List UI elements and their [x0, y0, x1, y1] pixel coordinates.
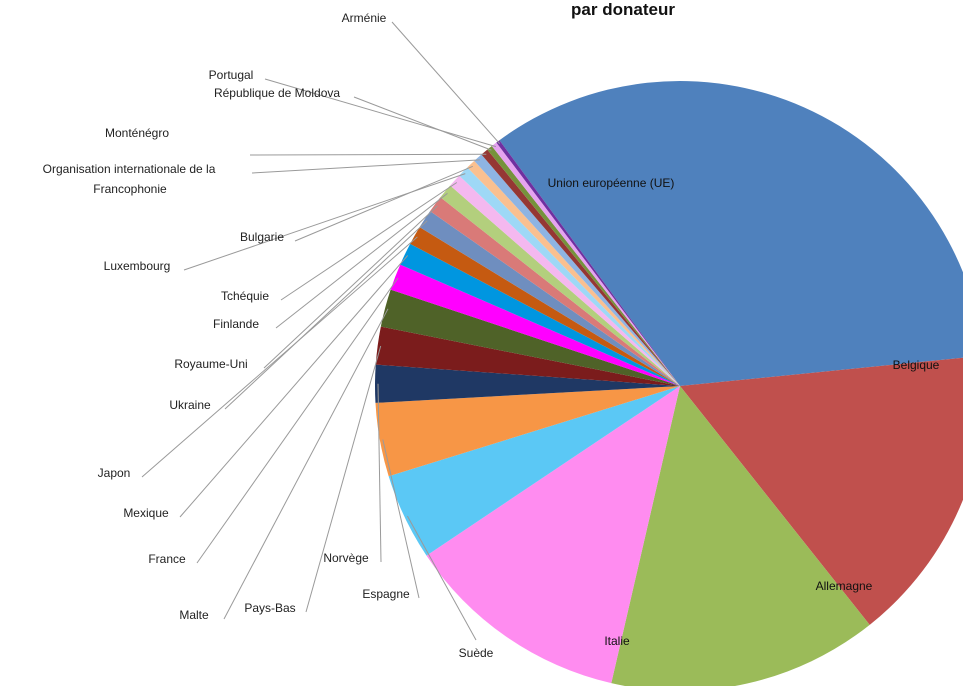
slice-label-bulgarie: Bulgarie [240, 230, 284, 244]
leader-line-portugal [264, 78, 497, 148]
slice-label-union-europeenne-ue: Union européenne (UE) [548, 176, 675, 190]
pie-slice-organisation-internationale-de-la-francophonie [474, 154, 680, 386]
pie-slice-portugal [491, 142, 680, 386]
pie-slice-italie [426, 386, 680, 684]
slice-label-pays-bas: Pays-Bas [244, 601, 295, 615]
pie-slice-finlande [440, 185, 680, 386]
slice-label-belgique: Belgique [893, 358, 940, 372]
leader-line-organisation-internationale-de-la-francophonie [251, 159, 480, 174]
slice-label-italie: Italie [604, 634, 630, 648]
slice-label-espagne: Espagne [362, 587, 410, 601]
slice-label-finlande: Finlande [213, 317, 259, 331]
slice-label-royaume-uni: Royaume-Uni [174, 357, 247, 371]
leader-line-ukraine [224, 220, 428, 410]
slice-label-allemagne: Allemagne [816, 579, 873, 593]
slice-label-tchequie: Tchéquie [221, 289, 269, 303]
pie-slice-republique-de-moldova [487, 145, 680, 386]
pie-slice-espagne [375, 386, 680, 477]
leader-line-espagne [382, 439, 420, 599]
pie-slice-suede [388, 386, 680, 556]
leader-line-japon [141, 236, 418, 478]
slice-label-malte: Malte [179, 608, 209, 622]
leader-line-montenegro [249, 153, 487, 156]
pie-slice-france [390, 264, 680, 386]
leader-line-armenie [391, 21, 501, 145]
slice-label-suede: Suède [459, 646, 494, 660]
leader-line-bulgarie [294, 165, 473, 242]
slice-label-japon: Japon [98, 466, 131, 480]
slice-label-ukraine: Ukraine [169, 398, 211, 412]
slice-label-portugal: Portugal [209, 68, 254, 82]
leader-line-finlande [275, 192, 448, 329]
leader-line-france [196, 277, 399, 564]
slice-label-republique-de-moldova: République de Moldova [214, 86, 340, 100]
pie-slice-montenegro [481, 149, 680, 386]
leader-line-norvege [377, 383, 382, 563]
leader-line-mexique [179, 255, 409, 518]
slice-label-armenie: Arménie [342, 11, 387, 25]
chart-title: par donateur [571, 0, 675, 19]
pie-slice-ukraine [419, 211, 680, 386]
pie-slice-japon [410, 227, 680, 386]
pie-slice-pays-bas [375, 326, 680, 386]
pie-slice-belgique [680, 357, 963, 625]
leader-line-suede [406, 515, 477, 641]
slice-label-france: France [148, 552, 186, 566]
slice-label-organisation-internationale-de-la-francophonie: Organisation internationale de la Francop… [43, 162, 216, 196]
pie-slice-malte [380, 289, 680, 386]
leader-line-royaume-uni [263, 205, 438, 369]
leader-line-pays-bas [305, 345, 382, 613]
leader-line-republique-de-moldova [353, 96, 492, 151]
pie-slice-allemagne [611, 386, 870, 686]
slice-label-mexique: Mexique [123, 506, 169, 520]
pie-slice-armenie [496, 140, 680, 386]
pie-slice-luxembourg [459, 167, 680, 386]
slice-label-norvege: Norvège [323, 551, 369, 565]
pie-slice-union-europeenne-ue [499, 81, 963, 386]
slice-label-luxembourg: Luxembourg [104, 259, 171, 273]
pie-slice-mexique [400, 243, 680, 386]
pie-slice-tchequie [450, 175, 680, 386]
leader-line-malte [223, 308, 389, 620]
pie-slice-norvege [375, 364, 680, 403]
slice-label-montenegro: Monténégro [105, 126, 169, 140]
pie-slice-royaume-uni [430, 197, 680, 386]
leader-line-tchequie [280, 182, 458, 301]
pie-slice-bulgarie [467, 160, 680, 386]
